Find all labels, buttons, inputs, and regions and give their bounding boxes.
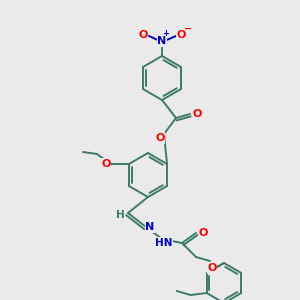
Text: O: O [101, 159, 111, 169]
Text: N: N [158, 36, 166, 46]
Text: O: O [176, 30, 186, 40]
Text: O: O [155, 133, 165, 143]
Text: O: O [192, 109, 202, 119]
Text: O: O [138, 30, 148, 40]
Text: HN: HN [155, 238, 173, 248]
Text: O: O [198, 228, 208, 238]
Text: −: − [184, 24, 192, 34]
Text: N: N [146, 222, 154, 232]
Text: O: O [207, 263, 217, 273]
Text: H: H [116, 210, 124, 220]
Text: +: + [163, 28, 170, 38]
